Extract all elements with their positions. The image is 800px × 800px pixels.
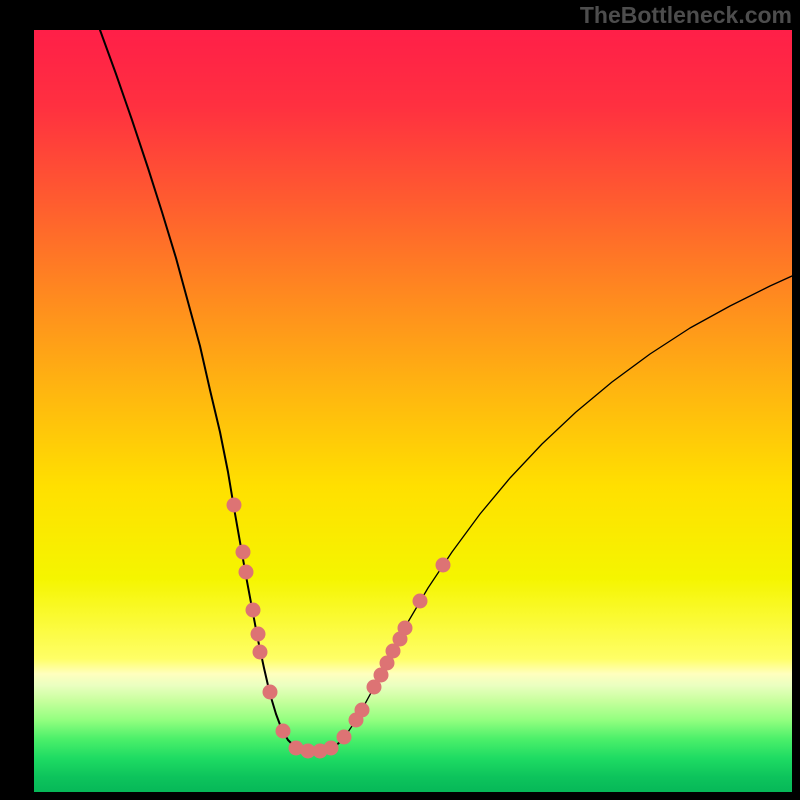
curve-layer bbox=[0, 0, 800, 800]
marker-point bbox=[239, 565, 254, 580]
marker-point bbox=[355, 703, 370, 718]
marker-point bbox=[276, 724, 291, 739]
marker-point bbox=[251, 627, 266, 642]
marker-point bbox=[324, 741, 339, 756]
marker-point bbox=[398, 621, 413, 636]
bottleneck-curve-right bbox=[340, 276, 792, 742]
bottleneck-curve-left bbox=[100, 30, 340, 751]
marker-point bbox=[246, 603, 261, 618]
marker-point bbox=[253, 645, 268, 660]
marker-point bbox=[337, 730, 352, 745]
marker-point bbox=[236, 545, 251, 560]
marker-point bbox=[413, 594, 428, 609]
marker-point bbox=[227, 498, 242, 513]
marker-point bbox=[436, 558, 451, 573]
marker-point bbox=[263, 685, 278, 700]
